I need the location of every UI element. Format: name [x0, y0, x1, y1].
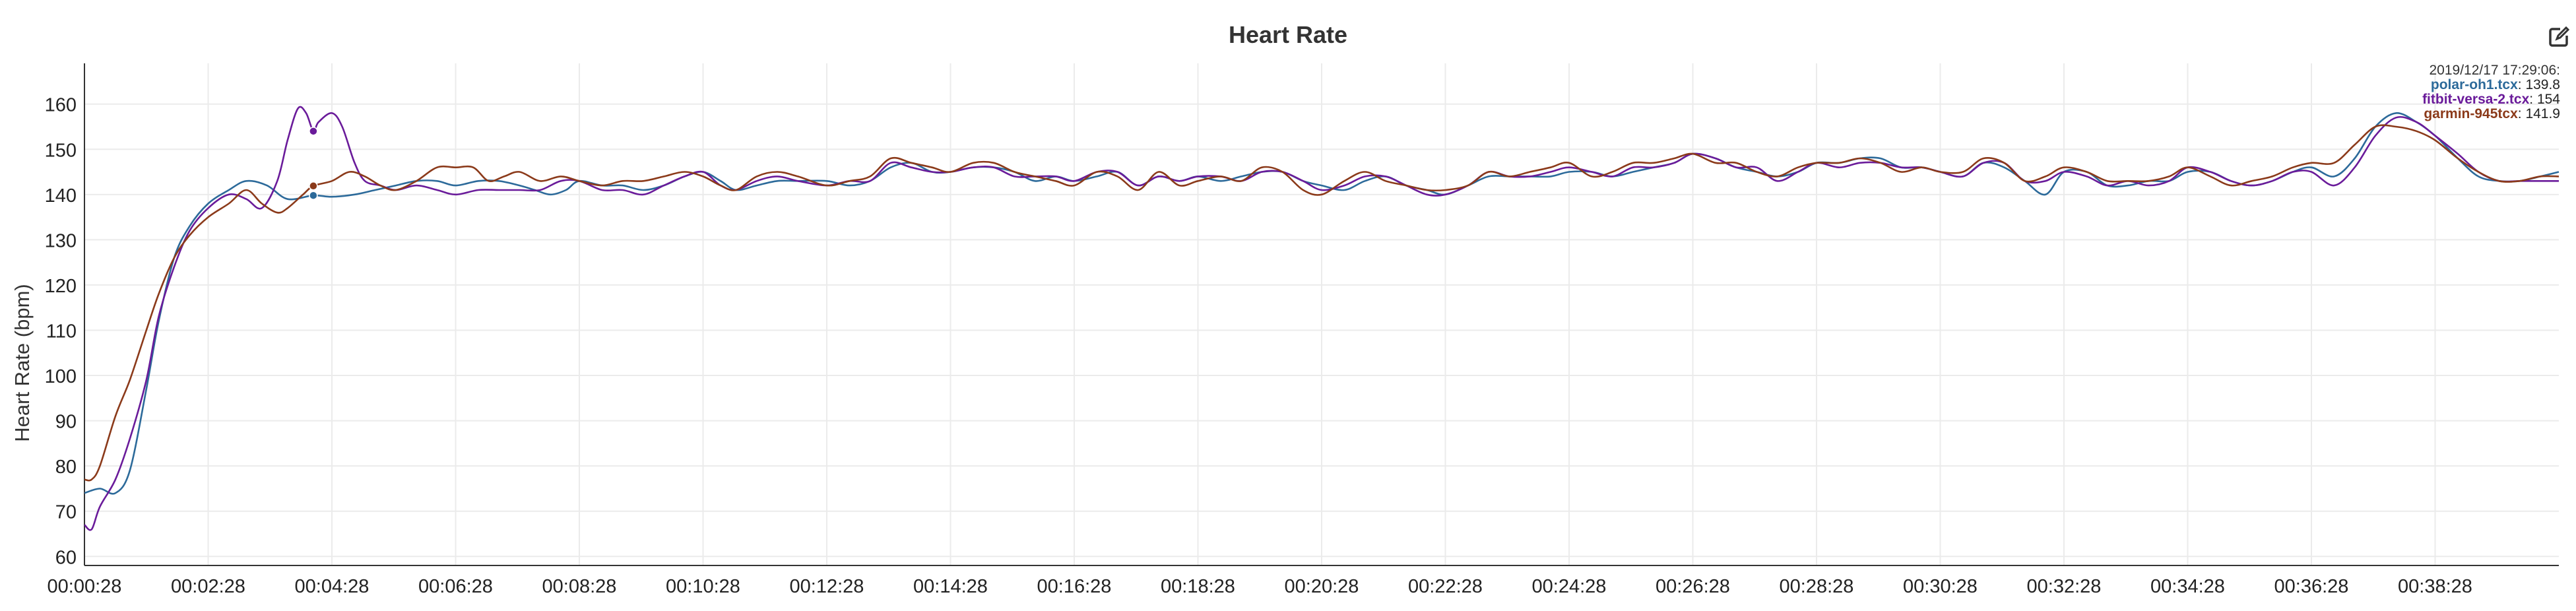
- edit-icon: [2549, 26, 2570, 47]
- y-tick-label: 90: [55, 412, 77, 433]
- x-tick-label: 00:18:28: [1161, 576, 1235, 597]
- legend-separator: :: [2517, 106, 2526, 121]
- x-tick-label: 00:38:28: [2398, 576, 2472, 597]
- y-tick-label: 60: [55, 547, 77, 568]
- legend-value: 141.9: [2525, 106, 2560, 121]
- x-tick-label: 00:30:28: [1903, 576, 1978, 597]
- y-tick-label: 130: [45, 230, 77, 251]
- x-tick-label: 00:02:28: [171, 576, 245, 597]
- series-line-3: [84, 124, 2560, 482]
- x-tick-label: 00:12:28: [790, 576, 864, 597]
- x-tick-label: 00:16:28: [1037, 576, 1112, 597]
- hover-marker-2: [309, 127, 318, 136]
- x-tick-label: 00:32:28: [2027, 576, 2102, 597]
- y-tick-label: 70: [55, 502, 77, 523]
- x-tick-label: 00:22:28: [1408, 576, 1483, 597]
- hover-markers: [309, 127, 318, 200]
- y-tick-label: 120: [45, 276, 77, 297]
- y-tick-label: 110: [46, 321, 77, 342]
- legend-series-name: fitbit-versa-2.tcx: [2422, 92, 2530, 107]
- x-tick-label: 00:00:28: [48, 576, 122, 597]
- x-tick-label: 00:10:28: [666, 576, 740, 597]
- axes: 60 70 80 90 100 110 120 130 140 150 160 00:00:28 00:…: [45, 63, 2559, 597]
- x-tick-label: 00:06:28: [418, 576, 493, 597]
- legend-entry: garmin-945tcx: 141.9: [2422, 107, 2560, 121]
- hover-marker-1: [309, 191, 318, 200]
- legend-value: 139.8: [2525, 77, 2560, 92]
- legend-separator: :: [2517, 77, 2526, 92]
- series-lines: [84, 106, 2560, 531]
- x-tick-label: 00:36:28: [2274, 576, 2349, 597]
- y-axis-label: Heart Rate (bpm): [11, 284, 34, 441]
- legend-entry: polar-oh1.tcx: 139.8: [2422, 78, 2560, 92]
- y-tick-label: 150: [45, 140, 77, 161]
- hover-legend: 2019/12/17 17:29:06: polar-oh1.tcx: 139.…: [2422, 63, 2560, 121]
- y-tick-label: 80: [55, 457, 77, 478]
- x-tick-label: 00:28:28: [1780, 576, 1854, 597]
- edit-button[interactable]: [2547, 25, 2571, 49]
- x-tick-label: 00:04:28: [295, 576, 370, 597]
- hover-marker-3: [309, 181, 318, 191]
- y-tick-label: 140: [45, 185, 77, 207]
- y-tick-label: 100: [45, 366, 77, 387]
- x-tick-label: 00:34:28: [2150, 576, 2225, 597]
- x-tick-label: 00:08:28: [542, 576, 617, 597]
- legend-value: 154: [2536, 92, 2560, 107]
- x-tick-label: 00:24:28: [1532, 576, 1607, 597]
- legend-series-name: garmin-945tcx: [2424, 106, 2518, 121]
- chart-title: Heart Rate: [1228, 21, 1348, 48]
- legend-series-name: polar-oh1.tcx: [2430, 77, 2518, 92]
- y-tick-label: 160: [45, 95, 77, 116]
- legend-separator: :: [2529, 92, 2537, 107]
- legend-entry: fitbit-versa-2.tcx: 154: [2422, 92, 2560, 107]
- x-tick-label: 00:20:28: [1285, 576, 1359, 597]
- hover-timestamp: 2019/12/17 17:29:06:: [2429, 63, 2560, 78]
- grid: [84, 63, 2559, 565]
- x-tick-label: 00:26:28: [1656, 576, 1730, 597]
- x-tick-label: 00:14:28: [913, 576, 988, 597]
